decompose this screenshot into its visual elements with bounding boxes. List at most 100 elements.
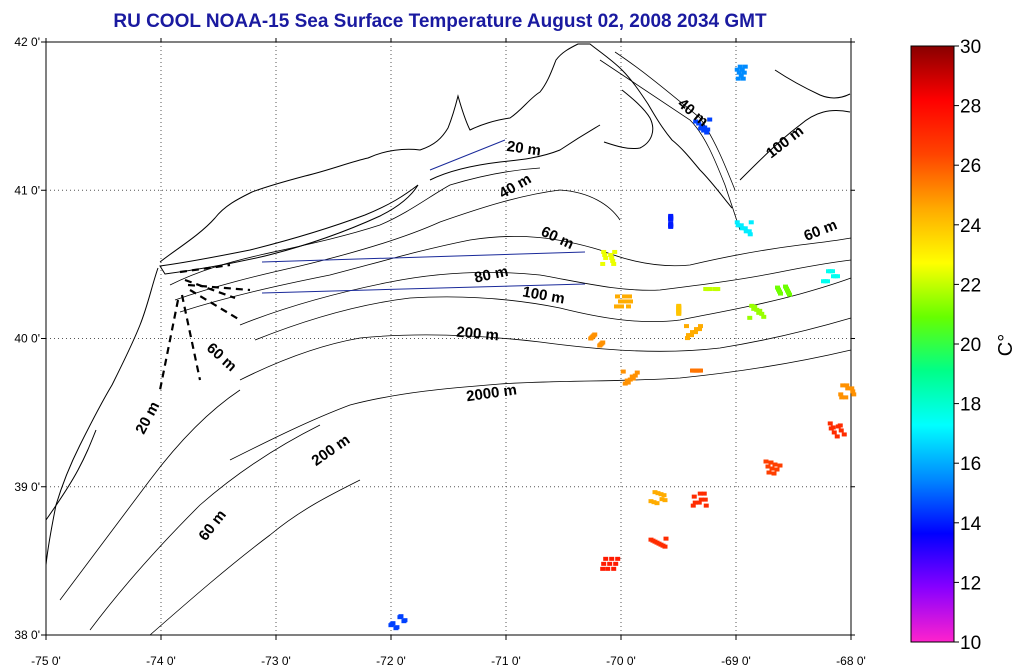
sst-pixel [754,307,760,312]
sst-pixel [600,261,606,266]
cape-cod [603,89,654,149]
colorbar-tick-label: 26 [960,156,981,177]
map-frame [45,41,852,636]
colorbar-unit: C° [995,334,1016,356]
isobath-contours [59,51,852,636]
sst-pixel [772,462,778,467]
sst-pixel [827,421,833,426]
isobath-label: 20 m [506,138,542,160]
sst-pixel [388,623,394,628]
sst-pixel [610,258,616,263]
sst-pixel [668,224,674,229]
sst-patch [588,332,606,348]
x-tick-label: -74 0' [146,654,176,668]
y-tick-label: 38 0' [14,628,40,642]
sst-pixel [701,491,707,496]
sst-pixel [777,463,783,468]
dashed-line-2 [184,278,236,300]
colorbar-gradient [910,45,955,643]
sst-pixel [601,561,607,566]
sst-pixel [698,497,704,502]
dashed-line-5 [158,299,180,391]
sst-pixel [696,500,702,505]
dashed-line-4 [180,294,202,381]
sst-pixel [659,497,665,502]
sst-patch [620,369,640,386]
sst-pixel [693,119,699,124]
sst-pixel [697,491,703,496]
sst-pixel [702,497,708,502]
sst-pixel [605,566,611,571]
sst-pixel [748,220,754,225]
sst-pixel [614,304,619,309]
sst-patch [693,117,713,135]
transect-lines [261,139,586,294]
georges-bank-outline [739,110,851,181]
sst-pixel [628,299,633,304]
sst-pixel [787,292,792,297]
map-title: RU COOL NOAA-15 Sea Surface Temperature … [113,11,767,32]
sst-pixel [685,336,690,341]
isobath-80m [239,259,852,326]
sst-patch [648,490,668,506]
sst-pixel [618,299,623,304]
sst-pixel [393,626,399,631]
sst-pixel [826,269,831,274]
isobath-shelf-south-1 [59,389,241,601]
sst-patch [734,64,748,81]
sst-pixel [849,386,855,391]
sst-pixel [851,392,857,397]
sst-patches [388,64,857,631]
colorbar-tick-label: 28 [960,97,981,118]
sst-pixel [622,294,627,299]
sst-patch [734,220,754,237]
sst-pixel [613,561,619,566]
sst-pixel [698,324,703,329]
colorbar-tick-label: 24 [960,216,982,237]
sst-patch [600,249,618,266]
sst-pixel [632,373,638,378]
sst-pixel [690,503,696,508]
sst-pixel [735,76,741,81]
isobath-shelf-south-2 [89,424,321,631]
sst-pixel [607,561,613,566]
sst-patch [690,368,703,373]
isobath-60m-north [179,235,852,313]
sst-pixel [686,333,691,338]
sst-patch [703,287,721,292]
isobath-shelf-south-3 [149,479,361,636]
sst-pixel [830,425,836,430]
sst-pixel [738,223,744,228]
new-england-coast [159,43,733,263]
long-island [159,184,419,275]
sst-pixel [668,217,674,222]
colorbar-tick-label: 30 [960,37,981,58]
sst-pixel [749,303,755,308]
sst-pixel [756,310,762,315]
colorbar-tick-label: 12 [960,573,981,594]
transect-south [261,283,586,294]
sst-pixel [741,70,747,75]
sst-pixel [622,381,628,386]
transect-north [261,251,586,263]
isobath-gulf-of-maine-2 [614,51,736,191]
colorbar-tick-label: 14 [960,514,982,535]
nyb-dashed-lines [158,263,251,391]
sst-patch [763,459,783,476]
sst-pixel [774,467,780,472]
sst-pixel [634,370,640,375]
sst-pixel [397,615,403,620]
colorbar-ticks: 10 12 14 16 18 20 22 24 26 28 30 [954,37,982,654]
sst-pixel [712,287,718,292]
sst-pixel [837,423,843,428]
sst-pixel [838,392,844,397]
sst-pixel [691,494,697,499]
sst-pixel [771,471,777,476]
sst-pixel [739,226,745,231]
sst-patch [600,556,621,571]
sst-pixel [651,500,657,505]
y-tick-label: 42 0' [14,35,40,49]
axis-ticks: -75 0' -74 0' -73 0' -72 0' -71 0' -70 0' -69 … [14,35,865,668]
